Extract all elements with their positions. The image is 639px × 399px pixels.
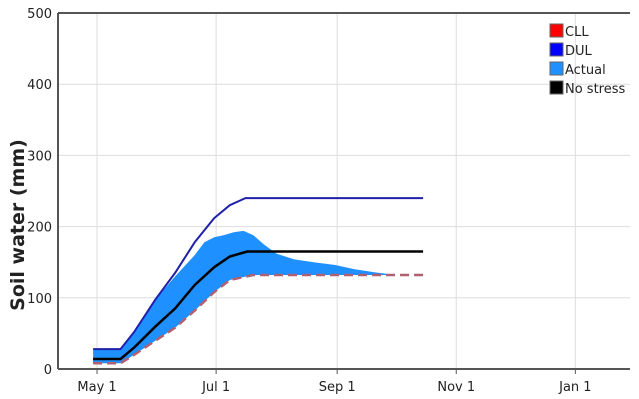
- legend-item: Actual: [549, 61, 606, 78]
- legend-swatch: [549, 23, 564, 38]
- x-tick-label: Jul 1: [201, 380, 230, 395]
- legend-label: No stress: [565, 82, 626, 97]
- x-tick-label: Sep 1: [319, 380, 356, 395]
- dul-line: [93, 197, 424, 351]
- legend-swatch: [549, 42, 564, 57]
- legend-item: No stress: [549, 80, 626, 97]
- legend-label: CLL: [565, 25, 589, 40]
- y-tick-label: 0: [44, 363, 52, 378]
- legend-label: DUL: [565, 44, 593, 59]
- legend-label: Actual: [565, 63, 606, 78]
- y-tick-label: 300: [27, 149, 52, 164]
- cll-line: [93, 273, 424, 365]
- x-tick-label: Nov 1: [437, 380, 475, 395]
- series-lines-layer: [93, 197, 424, 365]
- actual-band-layer: [93, 230, 424, 364]
- y-tick-label: 400: [27, 78, 52, 93]
- legend-item: DUL: [549, 42, 593, 59]
- tick-labels: 0 100 200 300 400 500 May 1 Jul 1 Sep 1 Nov 1 Jan …: [27, 7, 591, 395]
- grid-lines: [58, 13, 630, 374]
- x-tick-label: Jan 1: [558, 380, 591, 395]
- legend-swatch: [549, 80, 564, 95]
- actual-band: [93, 230, 424, 364]
- x-tick-label: May 1: [77, 380, 116, 395]
- legend: CLL DUL Actual No stress: [549, 23, 626, 97]
- y-tick-label: 200: [27, 221, 52, 236]
- axes: [57, 12, 630, 370]
- y-axis-title: Soil water (mm): [7, 139, 29, 311]
- legend-swatch: [549, 61, 564, 76]
- y-tick-label: 100: [27, 292, 52, 307]
- no-stress-line: [93, 250, 424, 361]
- y-tick-label: 500: [27, 7, 52, 22]
- legend-item: CLL: [549, 23, 589, 40]
